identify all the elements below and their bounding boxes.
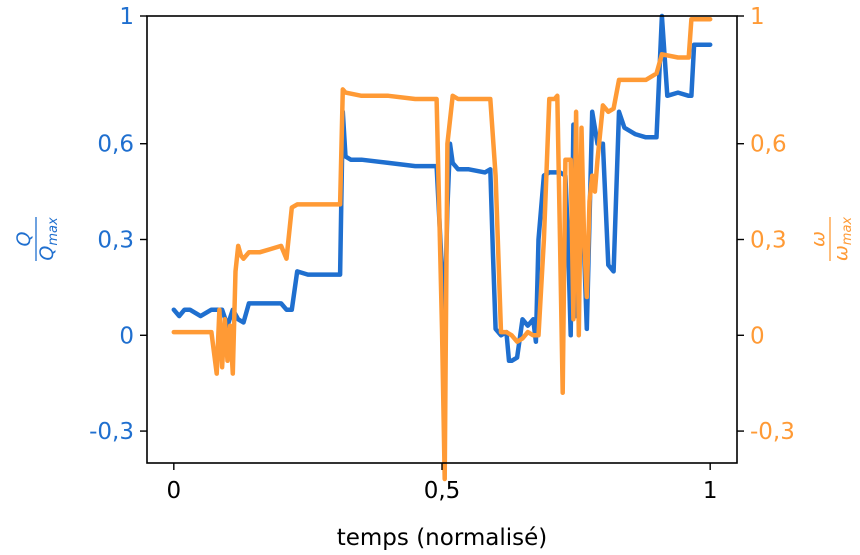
right-y-tick-label: -0,3 [750,419,795,445]
right-axis-series-line [171,16,713,482]
right-y-axis-label-denominator: ωmax [830,217,855,262]
right-y-tick-label: 0 [750,323,765,349]
left-y-axis-label-den-subscript: max [46,217,61,246]
right-y-axis-label-den-subscript: max [840,217,855,246]
left-y-axis-label-numerator: Q [13,231,35,246]
right-y-axis-ticks: -0,3 0 0,3 0,6 1 [737,4,795,445]
left-y-tick-label: 1 [119,4,134,30]
left-y-tick-label: 0 [119,323,134,349]
left-y-axis-label-den-symbol: Q [36,246,58,261]
left-y-tick-label: 0,3 [97,228,134,254]
left-y-axis-label-denominator: Qmax [36,217,61,261]
right-y-tick-label: 1 [750,4,765,30]
x-tick-label: 0,5 [424,478,461,504]
right-y-tick-label: 0,3 [750,228,787,254]
series-layer [171,13,713,482]
left-axis-series-line [171,13,713,364]
x-axis-ticks: 0 0,5 1 [166,463,718,504]
right-y-axis-label-numerator: ω [807,231,829,247]
x-tick-label: 1 [703,478,718,504]
right-y-axis-label: ω ωmax [807,217,855,262]
left-y-tick-label: -0,3 [89,419,134,445]
right-y-axis-label-den-symbol: ω [830,245,852,261]
x-tick-label: 0 [166,478,181,504]
left-y-tick-label: 0,6 [97,132,134,158]
x-axis-label: temps (normalisé) [337,525,548,551]
left-y-axis-ticks: -0,3 0 0,3 0,6 1 [89,4,147,445]
left-y-axis-label: Q Qmax [13,217,61,261]
right-y-tick-label: 0,6 [750,132,787,158]
